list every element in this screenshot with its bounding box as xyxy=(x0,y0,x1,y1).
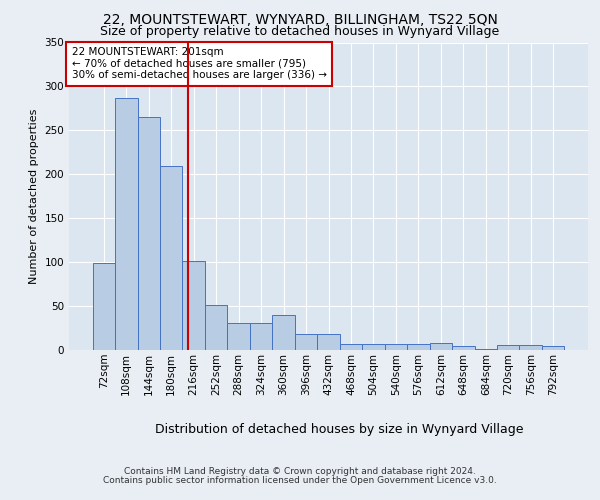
Text: 22, MOUNTSTEWART, WYNYARD, BILLINGHAM, TS22 5QN: 22, MOUNTSTEWART, WYNYARD, BILLINGHAM, T… xyxy=(103,12,497,26)
Bar xyxy=(137,117,160,350)
Bar xyxy=(385,344,407,350)
Bar xyxy=(407,344,430,350)
Text: Contains HM Land Registry data © Crown copyright and database right 2024.: Contains HM Land Registry data © Crown c… xyxy=(124,467,476,476)
Bar xyxy=(430,343,452,350)
Text: Size of property relative to detached houses in Wynyard Village: Size of property relative to detached ho… xyxy=(100,25,500,38)
Bar xyxy=(497,344,520,350)
Bar xyxy=(452,346,475,350)
Bar xyxy=(182,262,205,350)
Y-axis label: Number of detached properties: Number of detached properties xyxy=(29,108,39,284)
Bar xyxy=(227,323,250,350)
Bar xyxy=(520,344,542,350)
Bar xyxy=(475,349,497,350)
Text: 22 MOUNTSTEWART: 201sqm
← 70% of detached houses are smaller (795)
30% of semi-d: 22 MOUNTSTEWART: 201sqm ← 70% of detache… xyxy=(71,47,326,80)
Bar xyxy=(250,323,272,350)
Bar xyxy=(295,334,317,350)
Bar xyxy=(205,305,227,350)
Bar xyxy=(317,334,340,350)
Bar xyxy=(272,315,295,350)
Bar xyxy=(160,166,182,350)
Text: Contains public sector information licensed under the Open Government Licence v3: Contains public sector information licen… xyxy=(103,476,497,485)
Bar xyxy=(362,344,385,350)
Bar xyxy=(92,263,115,350)
Bar xyxy=(542,346,565,350)
Bar xyxy=(115,98,137,350)
Bar xyxy=(340,344,362,350)
Text: Distribution of detached houses by size in Wynyard Village: Distribution of detached houses by size … xyxy=(155,422,523,436)
